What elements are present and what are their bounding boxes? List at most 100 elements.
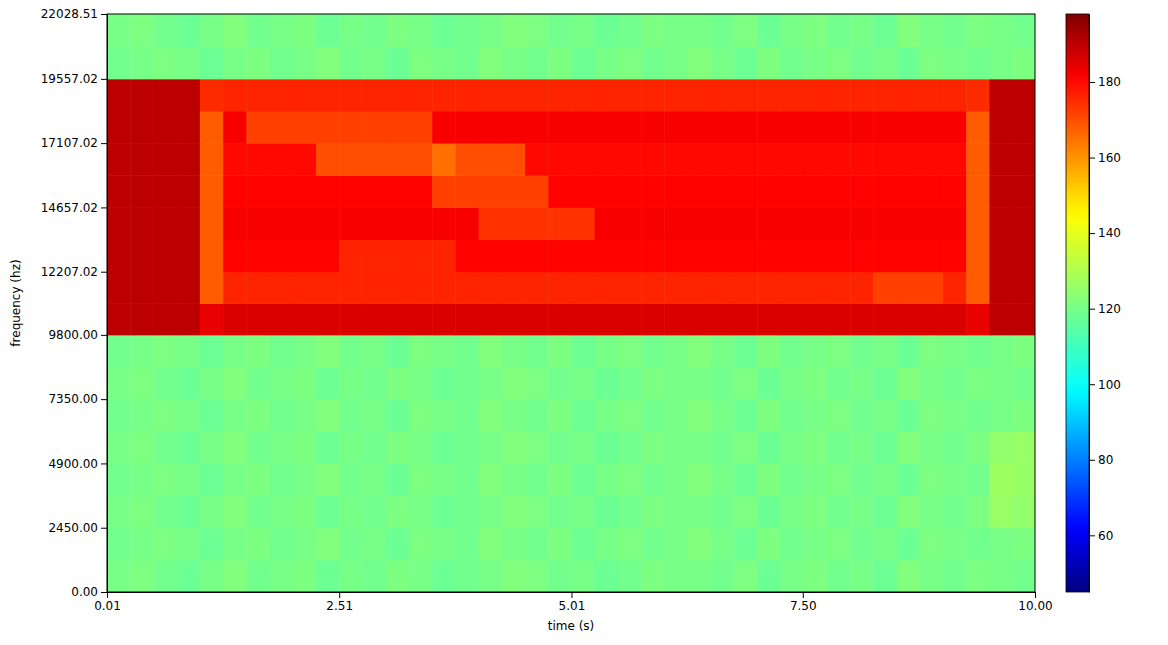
cell [246,367,270,400]
cell [502,303,526,335]
cell [664,14,688,47]
cell [943,143,967,176]
cell [734,207,758,240]
cell [386,335,410,368]
cell [200,303,224,335]
cell [548,399,572,432]
cell [200,463,224,496]
y-tick: 19557.02 [41,72,107,86]
cell [548,175,572,208]
chart: 0.012.515.017.5010.000.002450.004900.007… [0,0,1168,645]
cell [827,335,851,368]
cell [966,528,990,561]
cell [1013,560,1035,592]
cell [223,335,247,368]
cell [897,46,921,79]
cell [339,143,363,176]
cell [246,240,270,273]
cell [409,303,433,335]
cell [525,240,549,273]
cell [177,143,201,176]
cell [177,528,201,561]
cell [409,367,433,400]
cell [362,560,386,592]
cell [200,143,224,176]
cell [316,335,340,368]
cell [734,143,758,176]
cell [525,79,549,112]
cell [780,496,804,529]
cell [455,399,479,432]
cell [780,79,804,112]
cell [850,431,874,464]
cell [153,335,177,368]
cell [711,560,735,592]
cell [130,207,154,240]
cell [525,303,549,335]
cell [409,207,433,240]
cell [920,272,944,304]
cell [1013,528,1035,561]
cell [920,496,944,529]
plot-frame [107,14,1035,592]
cell [966,143,990,176]
cell [502,367,526,400]
cell [873,111,897,144]
cell [316,14,340,47]
cell [850,463,874,496]
cell [571,79,595,112]
cell [316,367,340,400]
cell [780,240,804,273]
cell [316,431,340,464]
cell [780,175,804,208]
cell [200,496,224,529]
cell [734,560,758,592]
cell [966,14,990,47]
cell [966,496,990,529]
cell [362,272,386,304]
cell [688,335,712,368]
cell [989,111,1013,144]
cell [734,272,758,304]
cell [177,431,201,464]
cell [943,335,967,368]
cell [780,14,804,47]
y-tick-mark [101,399,107,400]
cell [664,367,688,400]
cell [688,46,712,79]
cell [989,560,1013,592]
cell [502,175,526,208]
cell [386,240,410,273]
cell [757,111,781,144]
cell [664,143,688,176]
cell [525,496,549,529]
cell [130,143,154,176]
cell [339,399,363,432]
cell [362,46,386,79]
cell [339,79,363,112]
y-tick-mark [101,14,107,15]
cell [920,399,944,432]
cell [873,175,897,208]
cell [757,79,781,112]
cell [966,399,990,432]
cell [827,111,851,144]
cell [664,335,688,368]
cell [409,272,433,304]
cell [548,14,572,47]
cell [595,272,619,304]
cell [897,207,921,240]
cell [827,14,851,47]
cell [502,335,526,368]
cell [943,463,967,496]
cell [571,335,595,368]
cell [711,528,735,561]
cell [734,528,758,561]
cell [688,143,712,176]
cell [153,399,177,432]
cell [618,175,642,208]
cell [618,79,642,112]
cell [153,207,177,240]
cell [897,367,921,400]
cell [897,335,921,368]
